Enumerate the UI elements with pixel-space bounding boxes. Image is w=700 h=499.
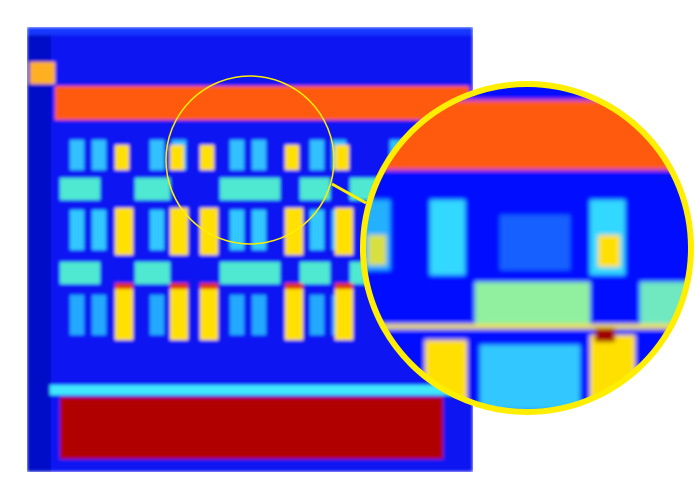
yellow-panel — [335, 285, 353, 340]
red-block — [60, 397, 443, 459]
window — [310, 295, 324, 335]
window — [92, 140, 106, 170]
mag-line — [363, 324, 691, 329]
red-top — [115, 283, 133, 289]
orange-band — [55, 86, 469, 120]
window — [150, 210, 164, 250]
cyan-line — [50, 385, 465, 395]
left-strip — [27, 35, 51, 472]
focus-circle — [165, 75, 335, 245]
yellow-panel — [115, 208, 133, 255]
connector — [331, 182, 367, 205]
cyan-band — [135, 262, 170, 284]
window — [252, 210, 266, 250]
window — [310, 210, 324, 250]
red-top — [335, 283, 353, 289]
mag-window — [480, 345, 580, 410]
yellow-panel — [335, 145, 349, 170]
window — [150, 140, 164, 170]
mag-window — [368, 235, 386, 265]
yellow-panel — [170, 285, 188, 340]
cyan-band — [300, 178, 330, 200]
top-rim — [27, 27, 473, 35]
mag-window — [430, 200, 465, 275]
window — [230, 210, 244, 250]
yellow-panel — [170, 208, 188, 255]
window — [70, 295, 84, 335]
mag-window — [500, 215, 570, 270]
yellow-panel — [200, 208, 218, 255]
window — [70, 140, 84, 170]
mag-red — [595, 328, 615, 342]
cyan-band — [220, 178, 280, 200]
window — [252, 295, 266, 335]
mag-window — [598, 235, 620, 267]
yellow-panel — [285, 145, 299, 170]
window — [150, 295, 164, 335]
window — [230, 140, 244, 170]
window — [252, 140, 266, 170]
mag-cyan-band — [475, 282, 590, 324]
window — [310, 140, 324, 170]
cyan-band — [60, 178, 100, 200]
cyan-band — [60, 262, 100, 284]
yellow-panel — [200, 145, 214, 170]
yellow-panel — [335, 208, 353, 255]
window — [92, 295, 106, 335]
yellow-panel — [115, 285, 133, 340]
window — [70, 210, 84, 250]
cyan-band — [300, 262, 330, 284]
cyan-band — [220, 262, 280, 284]
yellow-panel — [170, 145, 184, 170]
mag-cyan-band — [640, 282, 691, 324]
red-top — [285, 283, 303, 289]
yellow-panel — [200, 285, 218, 340]
red-top — [170, 283, 188, 289]
corner-block — [30, 62, 55, 84]
yellow-panel — [115, 145, 129, 170]
magnifier-ring — [360, 81, 694, 415]
cyan-band — [135, 178, 170, 200]
red-top — [200, 283, 218, 289]
yellow-panel — [285, 285, 303, 340]
window — [230, 295, 244, 335]
window — [92, 210, 106, 250]
